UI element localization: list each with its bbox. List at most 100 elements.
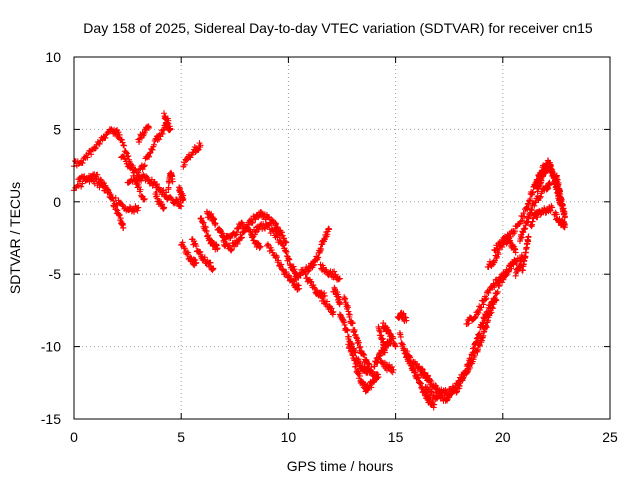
- data-point: [167, 126, 174, 133]
- data-point: [357, 343, 364, 350]
- data-point: [79, 180, 86, 187]
- data-point: [120, 224, 127, 231]
- data-point: [519, 217, 526, 224]
- data-point: [502, 272, 509, 279]
- data-point: [121, 142, 128, 149]
- data-point: [486, 286, 493, 293]
- data-point: [415, 374, 422, 381]
- data-point: [308, 278, 315, 285]
- data-point: [169, 178, 176, 185]
- data-point: [248, 232, 255, 239]
- data-point: [494, 245, 501, 252]
- data-point: [389, 363, 396, 370]
- y-axis-label: SDTVAR / TECUs: [7, 182, 23, 294]
- data-point: [159, 188, 166, 195]
- data-point: [403, 317, 410, 324]
- data-point: [96, 140, 103, 147]
- data-point: [161, 204, 168, 211]
- data-point: [377, 328, 384, 335]
- data-point: [336, 300, 343, 307]
- data-point: [302, 271, 309, 278]
- data-point: [490, 258, 497, 265]
- x-tick-label: 0: [70, 429, 78, 445]
- data-point: [128, 164, 135, 171]
- data-point: [123, 149, 130, 156]
- data-point: [129, 162, 136, 169]
- data-point: [448, 391, 455, 398]
- data-point: [181, 161, 188, 168]
- data-point: [537, 193, 544, 200]
- data-point: [547, 207, 554, 214]
- data-point: [210, 265, 217, 272]
- data-point: [331, 268, 338, 275]
- data-point: [92, 144, 99, 151]
- data-point: [478, 304, 485, 311]
- data-point: [520, 210, 527, 217]
- data-point: [475, 309, 482, 316]
- data-point: [426, 377, 433, 384]
- data-point: [238, 235, 245, 242]
- data-point: [485, 289, 492, 296]
- data-point: [141, 163, 148, 170]
- data-point: [231, 232, 238, 239]
- data-point: [536, 194, 543, 201]
- data-point: [185, 249, 192, 256]
- y-tick-label: -10: [41, 339, 61, 355]
- data-point: [84, 154, 91, 161]
- data-point: [404, 348, 411, 355]
- data-point: [178, 203, 185, 210]
- data-point: [146, 124, 153, 131]
- data-point: [549, 204, 556, 211]
- data-point: [482, 296, 489, 303]
- data-point: [429, 389, 436, 396]
- data-point: [200, 219, 207, 226]
- data-point: [495, 251, 502, 258]
- data-point: [365, 360, 372, 367]
- data-point: [371, 363, 378, 370]
- x-tick-labels: 0 5 10 15 20 25: [70, 429, 618, 445]
- data-point: [278, 261, 285, 268]
- data-point: [346, 311, 353, 318]
- data-point: [480, 301, 487, 308]
- data-point: [118, 136, 125, 143]
- data-point: [212, 220, 219, 227]
- data-point: [428, 388, 435, 395]
- data-point: [187, 154, 194, 161]
- data-point: [78, 183, 85, 190]
- data-point: [106, 189, 113, 196]
- data-point: [517, 262, 524, 269]
- data-point: [153, 181, 160, 188]
- data-point: [156, 136, 163, 143]
- data-point: [108, 194, 115, 201]
- data-point: [559, 201, 566, 208]
- data-point: [163, 116, 170, 123]
- data-point: [116, 211, 123, 218]
- data-point: [351, 357, 358, 364]
- x-tick-label: 10: [281, 429, 297, 445]
- plot-frame: [73, 56, 611, 420]
- data-point: [275, 257, 282, 264]
- data-point: [159, 130, 166, 137]
- data-point: [480, 320, 487, 327]
- data-point: [486, 302, 493, 309]
- data-point: [290, 263, 297, 270]
- data-point: [433, 382, 440, 389]
- data-point: [296, 285, 303, 292]
- data-point: [279, 241, 286, 248]
- data-point: [135, 204, 142, 211]
- data-point: [336, 275, 343, 282]
- data-point: [290, 278, 297, 285]
- data-point: [527, 195, 534, 202]
- data-point: [141, 162, 148, 169]
- axis-ticks: [73, 56, 611, 420]
- data-point: [561, 213, 568, 220]
- data-point: [500, 276, 507, 283]
- data-point: [119, 139, 126, 146]
- data-point: [283, 268, 290, 275]
- data-point: [419, 365, 426, 372]
- data-point: [251, 231, 258, 238]
- data-point: [179, 239, 186, 246]
- data-point: [397, 333, 404, 340]
- data-point: [262, 225, 269, 232]
- x-tick-label: 5: [177, 429, 185, 445]
